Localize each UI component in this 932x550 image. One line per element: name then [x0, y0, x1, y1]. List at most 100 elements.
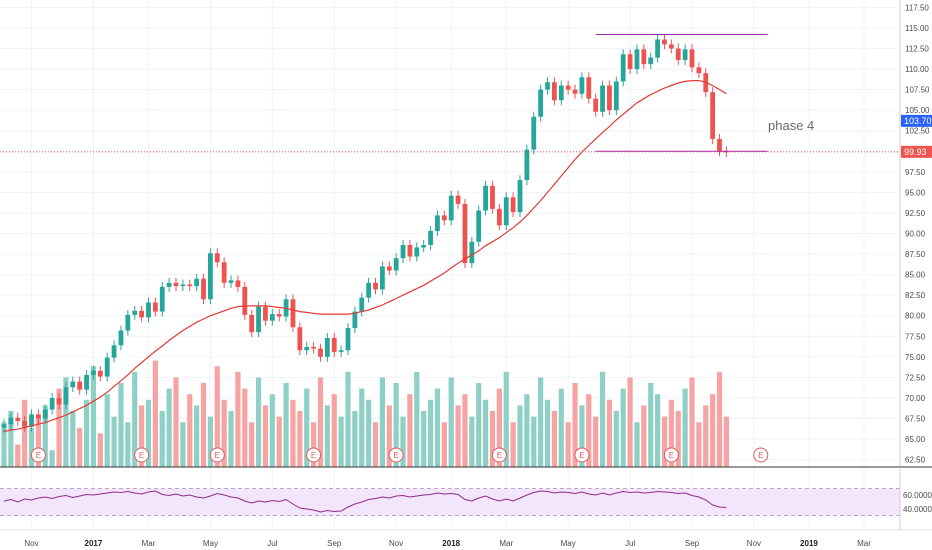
candle-body	[462, 203, 468, 264]
time-tick-label: Sep	[685, 539, 700, 548]
volume-bar	[104, 394, 110, 467]
candle-body	[620, 54, 626, 82]
price-tick-label: 62.50	[905, 456, 926, 465]
candle-body	[180, 284, 186, 287]
volume-bar	[70, 411, 76, 467]
volume-bar	[710, 394, 716, 467]
candle-body	[503, 197, 509, 226]
candle-body	[345, 328, 351, 351]
volume-bar	[49, 450, 55, 467]
volume-bar	[77, 427, 83, 467]
volume-bars	[1, 360, 729, 467]
price-tick-label: 90.00	[905, 230, 926, 239]
volume-bar	[139, 405, 145, 467]
earnings-marker[interactable]	[209, 447, 225, 463]
candle-body	[600, 85, 605, 112]
candle-body	[146, 302, 151, 318]
candle-body	[607, 85, 612, 111]
earnings-marker-label: E	[497, 451, 502, 460]
candle-body	[531, 116, 537, 150]
earnings-marker[interactable]	[491, 447, 507, 463]
candle-body	[311, 346, 316, 349]
volume-bar	[544, 399, 551, 467]
candle-body	[22, 420, 28, 427]
volume-bar	[249, 422, 255, 467]
volume-bar	[448, 377, 454, 467]
price-tick-label: 110.00	[905, 65, 929, 74]
volume-bar	[565, 422, 571, 467]
earnings-marker[interactable]	[574, 447, 590, 463]
candle-body	[36, 414, 41, 419]
volume-bar	[483, 399, 489, 467]
candle-body	[469, 241, 475, 264]
volume-bar	[159, 411, 165, 467]
candle-body	[579, 77, 585, 94]
candle-body	[675, 48, 681, 61]
candle-body	[593, 98, 599, 112]
candle-body	[380, 266, 385, 290]
candle-body	[331, 337, 337, 352]
volume-bar	[400, 416, 406, 467]
volume-bar	[90, 366, 97, 467]
candle-body	[1, 424, 7, 428]
volume-bar	[311, 422, 317, 467]
candle-body	[221, 262, 227, 283]
volume-bar	[214, 366, 220, 467]
volume-bar	[648, 383, 654, 467]
volume-bar	[28, 427, 35, 467]
candle-body	[496, 208, 502, 226]
volume-bar	[476, 383, 482, 467]
earnings-marker[interactable]	[663, 447, 679, 463]
phase-annotation: phase 4	[768, 118, 814, 133]
volume-bar	[586, 394, 592, 467]
price-tick-label: 75.00	[905, 353, 926, 362]
volume-bar	[531, 416, 537, 467]
candle-body	[448, 195, 454, 221]
candle-body	[91, 370, 96, 375]
candle-body	[297, 327, 303, 351]
candle-body	[152, 302, 158, 312]
volume-bar	[352, 411, 358, 467]
candle-body	[104, 357, 110, 377]
candle-body	[393, 258, 399, 271]
price-badge	[901, 145, 932, 158]
time-tick-label: May	[203, 539, 218, 548]
volume-bar	[324, 405, 330, 467]
time-tick-label: Mar	[499, 539, 513, 548]
price-tick-label: 87.50	[905, 250, 926, 259]
volume-bar	[173, 377, 179, 467]
volume-bar	[8, 411, 14, 467]
rsi-band	[0, 488, 900, 516]
volume-bar	[469, 416, 475, 467]
volume-bar	[118, 383, 124, 467]
volume-bar	[661, 416, 668, 467]
earnings-marker[interactable]	[753, 447, 769, 463]
price-tick-label: 117.50	[905, 3, 929, 12]
earnings-marker[interactable]	[388, 447, 404, 463]
earnings-marker-label: E	[215, 451, 220, 460]
volume-bar	[187, 394, 193, 467]
volume-bar	[723, 416, 729, 467]
earnings-marker[interactable]	[306, 447, 322, 463]
price-tick-label: 107.50	[905, 86, 930, 95]
candle-body	[552, 82, 557, 101]
volume-bar	[194, 405, 200, 467]
volume-bar	[228, 411, 234, 467]
earnings-marker[interactable]	[134, 447, 150, 463]
price-tick-label: 105.00	[905, 106, 930, 115]
volume-bar	[145, 399, 152, 467]
volume-bar	[696, 422, 702, 467]
moving-average-line	[3, 80, 727, 433]
volume-bar	[63, 377, 69, 467]
candle-body	[263, 306, 268, 321]
price-tick-label: 97.50	[905, 168, 926, 177]
candle-body	[338, 350, 344, 352]
candle-body	[194, 278, 200, 287]
candle-body	[15, 417, 21, 421]
earnings-marker[interactable]	[30, 447, 46, 463]
candle-body	[710, 92, 716, 139]
candle-body	[558, 85, 564, 101]
rsi-tick-label: 60.0000	[903, 491, 932, 500]
volume-bar	[414, 371, 420, 467]
